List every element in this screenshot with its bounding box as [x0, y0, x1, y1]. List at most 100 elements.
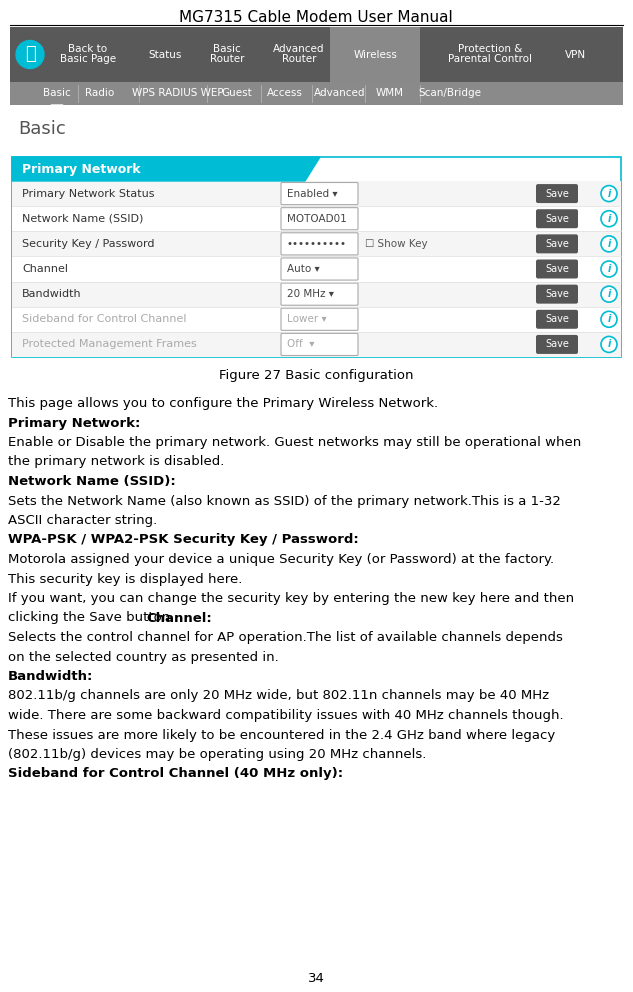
Circle shape	[601, 311, 617, 327]
Text: Radio: Radio	[85, 88, 115, 98]
Text: Network Name (SSID):: Network Name (SSID):	[8, 475, 176, 488]
Text: Basic Page: Basic Page	[60, 55, 116, 64]
FancyBboxPatch shape	[281, 258, 358, 280]
Text: Save: Save	[545, 213, 569, 224]
Text: Sets the Network Name (also known as SSID) of the primary network.This is a 1-32: Sets the Network Name (also known as SSI…	[8, 494, 561, 508]
Text: Figure 27 Basic configuration: Figure 27 Basic configuration	[219, 368, 413, 382]
FancyBboxPatch shape	[536, 185, 578, 203]
Text: clicking the Save button.: clicking the Save button.	[8, 611, 179, 625]
Text: Primary Network Status: Primary Network Status	[22, 188, 154, 198]
Polygon shape	[51, 105, 63, 112]
Text: Enable or Disable the primary network. Guest networks may still be operational w: Enable or Disable the primary network. G…	[8, 436, 581, 449]
Text: This security key is displayed here.: This security key is displayed here.	[8, 572, 242, 585]
Bar	[420, 27, 623, 82]
Text: MG7315 Cable Modem User Manual: MG7315 Cable Modem User Manual	[179, 10, 453, 25]
Text: WPA-PSK / WPA2-PSK Security Key / Password:: WPA-PSK / WPA2-PSK Security Key / Passwo…	[8, 534, 359, 547]
Text: These issues are more likely to be encountered in the 2.4 GHz band where legacy: These issues are more likely to be encou…	[8, 728, 555, 741]
Text: Auto ▾: Auto ▾	[287, 264, 320, 274]
Text: the primary network is disabled.: the primary network is disabled.	[8, 455, 224, 468]
Text: Enabled ▾: Enabled ▾	[287, 188, 337, 198]
Text: i: i	[607, 239, 611, 249]
Text: ASCII character string.: ASCII character string.	[8, 514, 157, 527]
FancyBboxPatch shape	[536, 234, 578, 253]
Text: Parental Control: Parental Control	[448, 55, 532, 64]
Text: WMM: WMM	[376, 88, 404, 98]
Text: VPN: VPN	[565, 50, 586, 60]
Text: Sideband for Control Channel: Sideband for Control Channel	[22, 314, 187, 324]
Text: MOTOAD01: MOTOAD01	[287, 213, 347, 224]
Text: Basic: Basic	[43, 88, 71, 98]
Text: Back to: Back to	[68, 45, 108, 55]
Text: Scan/Bridge: Scan/Bridge	[418, 88, 482, 98]
FancyBboxPatch shape	[536, 310, 578, 328]
Text: Ⓜ: Ⓜ	[25, 46, 35, 63]
Bar	[12, 282, 621, 307]
Bar	[12, 307, 621, 332]
Text: Router: Router	[210, 55, 244, 64]
Text: Sideband for Control Channel (40 MHz only):: Sideband for Control Channel (40 MHz onl…	[8, 768, 343, 781]
Bar	[10, 82, 623, 105]
Text: i: i	[607, 188, 611, 198]
Text: 802.11b/g channels are only 20 MHz wide, but 802.11n channels may be 40 MHz: 802.11b/g channels are only 20 MHz wide,…	[8, 689, 549, 702]
Text: i: i	[607, 264, 611, 274]
Text: Save: Save	[545, 188, 569, 198]
Text: Motorola assigned your device a unique Security Key (or Password) at the factory: Motorola assigned your device a unique S…	[8, 553, 554, 566]
Text: 20 MHz ▾: 20 MHz ▾	[287, 289, 334, 300]
Bar	[330, 27, 420, 82]
Circle shape	[601, 236, 617, 252]
Text: ☐ Show Key: ☐ Show Key	[365, 239, 428, 249]
Text: Selects the control channel for AP operation.The list of available channels depe: Selects the control channel for AP opera…	[8, 631, 563, 644]
Text: Off  ▾: Off ▾	[287, 339, 315, 349]
Bar	[10, 27, 330, 82]
Bar	[12, 256, 621, 282]
Text: Save: Save	[545, 289, 569, 300]
Text: i: i	[607, 339, 611, 349]
Text: Save: Save	[545, 264, 569, 274]
Text: Network Name (SSID): Network Name (SSID)	[22, 213, 144, 224]
Circle shape	[601, 286, 617, 303]
FancyBboxPatch shape	[536, 285, 578, 304]
Text: WPS RADIUS WEP: WPS RADIUS WEP	[132, 88, 224, 98]
Circle shape	[16, 41, 44, 68]
Text: Router: Router	[282, 55, 316, 64]
Text: 34: 34	[308, 971, 325, 984]
Text: Channel: Channel	[22, 264, 68, 274]
Text: Lower ▾: Lower ▾	[287, 314, 327, 324]
Circle shape	[601, 210, 617, 227]
FancyBboxPatch shape	[281, 283, 358, 306]
Text: Bandwidth:: Bandwidth:	[8, 670, 94, 683]
Text: This page allows you to configure the Primary Wireless Network.: This page allows you to configure the Pr…	[8, 397, 438, 410]
Text: Security Key / Password: Security Key / Password	[22, 239, 154, 249]
FancyBboxPatch shape	[281, 309, 358, 330]
Text: Guest: Guest	[222, 88, 253, 98]
Text: Primary Network: Primary Network	[22, 163, 141, 176]
Bar	[12, 181, 621, 206]
Text: Primary Network:: Primary Network:	[8, 417, 141, 430]
Circle shape	[601, 186, 617, 201]
FancyBboxPatch shape	[281, 333, 358, 355]
Text: ••••••••••: ••••••••••	[287, 239, 347, 249]
Text: Basic: Basic	[213, 45, 241, 55]
Circle shape	[601, 261, 617, 277]
FancyBboxPatch shape	[536, 335, 578, 354]
Text: i: i	[607, 213, 611, 224]
Bar	[12, 157, 621, 357]
Text: i: i	[607, 314, 611, 324]
FancyBboxPatch shape	[281, 233, 358, 255]
Text: i: i	[607, 289, 611, 300]
Text: Advanced: Advanced	[273, 45, 325, 55]
Text: Access: Access	[267, 88, 303, 98]
Polygon shape	[12, 157, 320, 181]
Text: wide. There are some backward compatibility issues with 40 MHz channels though.: wide. There are some backward compatibil…	[8, 709, 563, 722]
Text: Status: Status	[148, 50, 182, 60]
Text: If you want, you can change the security key by entering the new key here and th: If you want, you can change the security…	[8, 592, 574, 605]
Text: Save: Save	[545, 314, 569, 324]
Text: Wireless: Wireless	[354, 50, 398, 60]
FancyBboxPatch shape	[536, 209, 578, 228]
FancyBboxPatch shape	[281, 207, 358, 230]
Text: Save: Save	[545, 339, 569, 349]
Bar	[12, 206, 621, 231]
Text: Basic: Basic	[18, 120, 66, 138]
Bar	[12, 231, 621, 256]
Text: (802.11b/g) devices may be operating using 20 MHz channels.: (802.11b/g) devices may be operating usi…	[8, 748, 427, 761]
